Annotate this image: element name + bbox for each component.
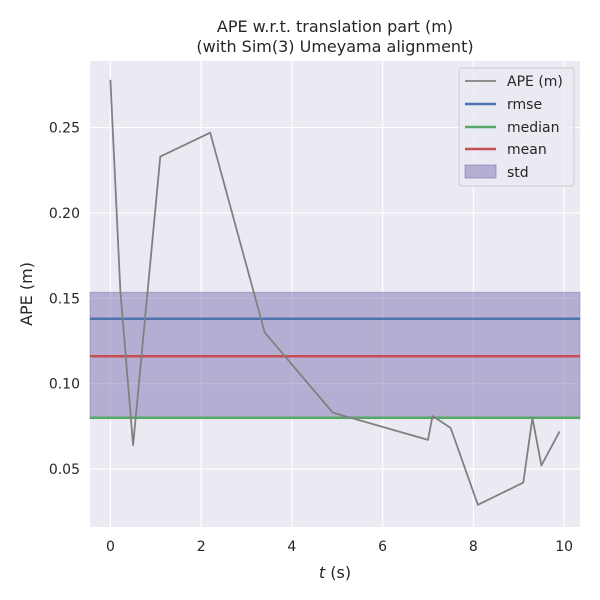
series-layer [109,79,561,506]
legend-rmse-label: rmse [507,97,542,113]
x-tick-label: 10 [555,539,573,555]
chart-subtitle: (with Sim(3) Umeyama alignment) [196,37,473,56]
ape-series-line [109,79,561,506]
y-tick-label: 0.05 [49,462,80,478]
x-tick-label: 4 [287,539,296,555]
y-axis-label: APE (m) [17,262,36,326]
legend-ape-label: APE (m) [507,74,563,90]
y-tick-label: 0.20 [49,206,80,222]
y-tick-label: 0.25 [49,121,80,137]
chart-title: APE w.r.t. translation part (m) [217,17,453,36]
legend-std-label: std [507,165,529,181]
x-tick-labels: 0 2 4 6 8 10 [106,539,573,555]
x-tick-label: 0 [106,539,115,555]
legend-std-swatch [464,164,497,179]
x-axis-label-unit: (s) [325,563,351,582]
x-axis-label: t (s) [319,563,351,582]
x-axis-label-var: t [319,563,326,582]
x-tick-label: 2 [197,539,206,555]
legend-box [458,67,575,187]
x-tick-label: 8 [469,539,478,555]
legend-mean-label: mean [507,142,547,158]
x-tick-label: 6 [378,539,387,555]
y-tick-labels: 0.05 0.10 0.15 0.20 0.25 [49,121,80,478]
legend: APE (m) rmse median mean std [458,67,575,187]
y-tick-label: 0.15 [49,291,80,307]
legend-median-label: median [507,120,559,136]
stat-lines-layer [90,317,580,420]
y-tick-label: 0.10 [49,377,80,393]
